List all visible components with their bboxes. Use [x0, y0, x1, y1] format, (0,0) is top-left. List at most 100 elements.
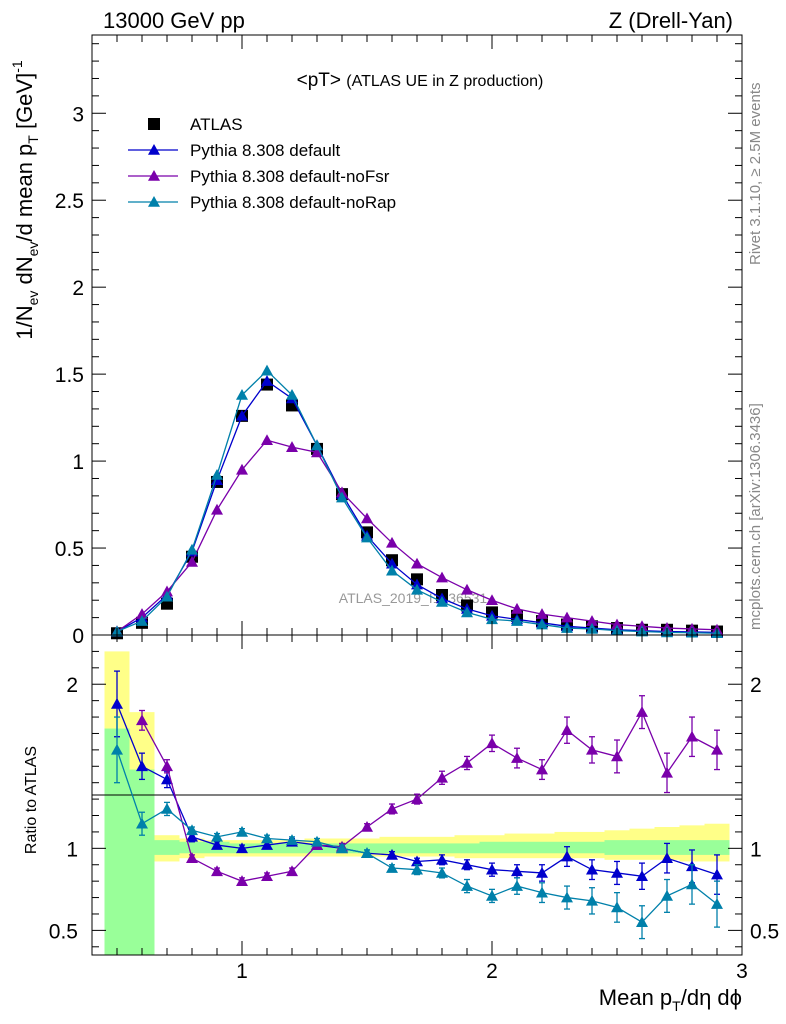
ratio-point-noFsr [361, 821, 373, 832]
point-noFsr [236, 463, 248, 475]
ratio-point-default [511, 865, 523, 877]
ratio-point-noFsr [661, 766, 673, 778]
ratio-point-noFsr [561, 724, 573, 735]
ratio-point-noRap [536, 886, 548, 898]
ratio-point-noFsr [186, 852, 198, 863]
point-noRap [411, 583, 423, 595]
ratio-point-noRap [661, 889, 673, 901]
point-noFsr [486, 594, 498, 606]
uncertainty-band-green [529, 841, 555, 854]
uncertainty-band-green [404, 843, 430, 854]
point-noRap [136, 615, 148, 626]
point-default [236, 409, 248, 421]
point-noRap [536, 618, 548, 630]
ratio-point-default [561, 850, 573, 862]
ratio-series-noFsr [136, 695, 723, 886]
uncertainty-band-green [279, 843, 305, 854]
ratio-series-default [111, 670, 723, 895]
uncertainty-band-green [454, 843, 480, 854]
point-noRap [361, 531, 373, 543]
legend-marker-noFsr [148, 170, 160, 181]
point-noFsr [436, 571, 448, 583]
ratio-frame [91, 634, 743, 956]
point-noFsr [411, 557, 423, 569]
uncertainty-band-green [179, 841, 205, 854]
uncertainty-band-green [604, 840, 630, 855]
ratio-point-noRap [461, 880, 473, 891]
point-noRap [286, 389, 298, 400]
point-noFsr [611, 618, 623, 630]
ratio-ytick-label: 0.5 [49, 920, 78, 943]
main-ylabel: 1/Nev dNev/d mean pT [GeV]-1 [9, 60, 41, 340]
point-noFsr [386, 536, 398, 548]
ratio-point-noRap [186, 824, 198, 836]
point-noRap [386, 564, 398, 576]
ratio-point-default [586, 863, 598, 875]
ratio-point-noRap [436, 866, 448, 878]
point-noRap [336, 491, 348, 503]
header-right: Z (Drell-Yan) [609, 8, 733, 33]
ratio-point-default [261, 839, 273, 850]
point-noFsr [311, 446, 323, 458]
point-noFsr [586, 615, 598, 626]
uncertainty-band-green [154, 840, 180, 855]
ratio-point-noFsr [536, 763, 548, 775]
main-series-noFsr [111, 434, 723, 637]
uncertainty-band-green [629, 840, 655, 855]
point-noFsr [286, 441, 298, 452]
uncertainty-band-green [579, 841, 605, 854]
main-title-sub: (ATLAS UE in Z production) [346, 73, 543, 90]
point-noRap [436, 595, 448, 607]
ratio-point-noRap [611, 901, 623, 913]
x-tick-label: 3 [736, 960, 748, 983]
ratio-ytick-label: 2 [66, 674, 78, 697]
point-noRap [511, 615, 523, 626]
point-noFsr [361, 512, 373, 524]
ratio-point-noFsr [586, 743, 598, 755]
point-noFsr [211, 503, 223, 515]
ratio-point-default [486, 863, 498, 875]
ratio-point-default [386, 848, 398, 860]
ratio-point-noFsr [711, 743, 723, 755]
ratio-point-default [436, 853, 448, 865]
ratio-point-noRap [711, 898, 723, 909]
ratio-point-default [611, 866, 623, 878]
legend-marker-default [148, 144, 160, 155]
point-noFsr [511, 602, 523, 614]
legend: ATLAS Pythia 8.308 default Pythia 8.308 de… [128, 115, 396, 212]
ratio-point-noRap [411, 863, 423, 875]
legend-marker-atlas [148, 118, 160, 130]
ratio-point-noRap [361, 847, 373, 859]
ratio-point-noRap [561, 891, 573, 903]
ratio-ylabel: Ratio to ATLAS [23, 746, 40, 854]
ratio-point-noFsr [136, 714, 148, 726]
ratio-point-noRap [336, 842, 348, 854]
ratio-point-noFsr [161, 760, 173, 772]
point-noRap [461, 606, 473, 618]
ratio-point-default [411, 855, 423, 867]
ratio-point-default [661, 852, 673, 863]
ratio-point-noRap [636, 916, 648, 927]
point-noRap [211, 469, 223, 480]
main-title-label: <pT> [297, 70, 341, 91]
ratio-point-default [111, 697, 123, 709]
main-ytick-label: 1.5 [55, 364, 84, 387]
uncertainty-band-green [504, 841, 530, 854]
ratio-point-noRap [286, 834, 298, 845]
ratio-point-noRap [686, 878, 698, 890]
header-left: 13000 GeV pp [103, 8, 245, 33]
ratio-point-noRap [161, 802, 173, 814]
ratio-point-noRap [261, 832, 273, 844]
ratio-point-default [711, 868, 723, 880]
point-noRap [261, 364, 273, 376]
point-noFsr [261, 434, 273, 446]
ratio-ytick-label-right: 0.5 [750, 920, 779, 943]
ratio-point-noFsr [611, 750, 623, 762]
point-noFsr [186, 555, 198, 567]
ratio-ytick-label-right: 1 [750, 838, 762, 861]
main-ytick-label: 0.5 [55, 538, 84, 561]
point-default [261, 375, 273, 386]
main-ytick-label: 2 [72, 277, 84, 300]
ratio-point-noRap [136, 817, 148, 829]
ratio-point-default [461, 858, 473, 870]
